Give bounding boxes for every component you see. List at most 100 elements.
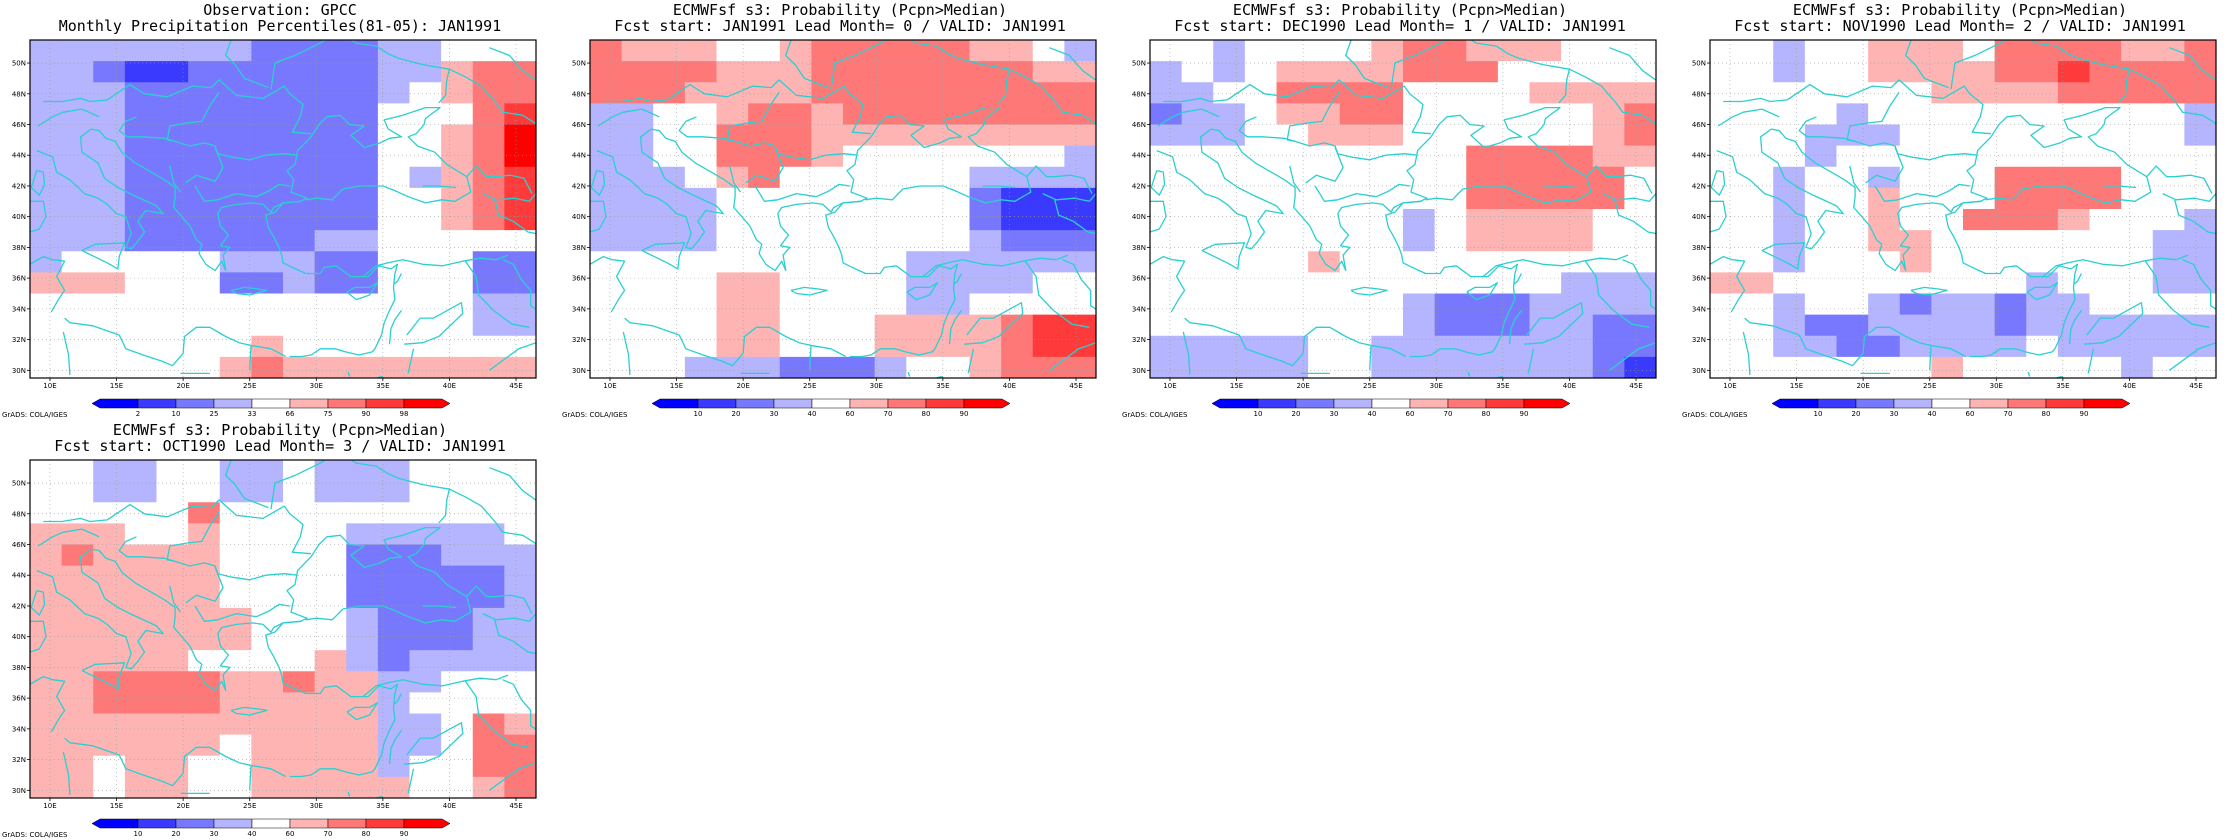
coastline [2162, 192, 2216, 202]
grid-cell [251, 671, 284, 693]
grid-cell [1064, 61, 1096, 83]
grid-cell [1032, 356, 1065, 378]
grid-cell [219, 586, 252, 609]
grid-cell [314, 40, 347, 62]
legend-swatch [1485, 398, 1525, 409]
coastline [1157, 108, 1220, 127]
grid-cell [188, 502, 221, 524]
grid-cell [441, 230, 474, 252]
grid-cell [156, 502, 189, 524]
grid-cell [1836, 293, 1869, 316]
grid-cell [2121, 103, 2154, 125]
grid-cell [2089, 40, 2122, 62]
grid-cell [1868, 61, 1901, 83]
grid-cell [2152, 230, 2185, 252]
grid-cell [188, 82, 221, 104]
grid-cell [1624, 40, 1656, 62]
coastline [249, 765, 252, 791]
legend-swatch [1931, 398, 1971, 409]
grid-cell [1741, 103, 1774, 125]
coastline [1163, 83, 1332, 103]
coastline [393, 273, 403, 285]
grid-cell [93, 629, 126, 651]
grid-cell [1276, 187, 1309, 210]
grid-cell [251, 335, 284, 358]
grid-cell [1741, 145, 1774, 168]
grid-cell [684, 124, 717, 147]
grid-cell [1804, 166, 1837, 189]
grid-cell [1308, 40, 1341, 62]
coastline [1609, 47, 1656, 81]
y-tick-label: 34N [1132, 305, 1146, 313]
grid-cell [504, 629, 536, 651]
grid-cell [1994, 166, 2027, 189]
grid-cell [1150, 209, 1183, 231]
grid-cell [1001, 209, 1034, 231]
grid-cell [504, 692, 536, 714]
legend-swatch [1333, 398, 1373, 409]
grid-cell [30, 314, 63, 337]
grid-cell [1339, 145, 1372, 168]
grid-cell [1466, 40, 1499, 62]
grid-cell [283, 629, 316, 651]
grid-cell [156, 82, 189, 104]
grid-cell [251, 460, 284, 482]
coastline [1710, 200, 1727, 233]
grid-cell [346, 586, 379, 609]
grid-cell [1931, 145, 1964, 168]
grid-cell [219, 314, 252, 337]
grid-cell [251, 166, 284, 189]
coastline [449, 488, 536, 545]
coastline [388, 730, 403, 765]
x-tick-label: 20E [736, 382, 749, 390]
grid-cell [2152, 293, 2185, 316]
grid-cell [251, 713, 284, 736]
grid-cell [1868, 209, 1901, 231]
coastline [1910, 286, 1948, 296]
grid-cell [1213, 230, 1246, 252]
grid-cell [1931, 230, 1964, 252]
grid-cell [124, 166, 157, 189]
grid-cell [2057, 145, 2090, 168]
grid-cell [1497, 124, 1530, 147]
coastline [210, 79, 312, 135]
grid-cell [906, 40, 939, 62]
grid-cell [748, 145, 781, 168]
grid-cell [1836, 335, 1869, 358]
grid-cell [1276, 61, 1309, 83]
grid-cell [346, 356, 379, 378]
grid-cell [1592, 187, 1625, 210]
grid-cell [716, 40, 749, 62]
grid-cell [441, 502, 474, 524]
x-tick-label: 10E [603, 382, 616, 390]
grid-cell [1963, 145, 1996, 168]
grid-cell [1994, 293, 2027, 316]
grid-cell [1001, 103, 1034, 125]
grid-cell [1434, 293, 1467, 316]
legend-swatch [175, 398, 215, 409]
grid-cell [1561, 272, 1594, 294]
coastline [2169, 47, 2216, 81]
coastline [37, 108, 100, 127]
grid-cell [2026, 61, 2059, 83]
grid-cell [30, 251, 63, 273]
grid-cell [188, 145, 221, 168]
grid-cell [472, 61, 505, 83]
y-tick-label: 44N [12, 152, 26, 160]
grid-cell [716, 187, 749, 210]
grid-cell [2184, 293, 2216, 316]
grid-cell [1064, 145, 1096, 168]
map-area [1710, 40, 2216, 378]
coastline [482, 192, 536, 202]
grid-cell [1804, 209, 1837, 231]
grid-cell [621, 251, 654, 273]
grid-cell [441, 776, 474, 798]
grid-cell [124, 124, 157, 147]
grid-cell [1497, 40, 1530, 62]
grid-cell [1213, 335, 1246, 358]
grid-cell [811, 40, 844, 62]
y-tick-label: 50N [572, 60, 586, 68]
x-tick-label: 10E [1723, 382, 1736, 390]
plot-frame [1709, 39, 2217, 379]
grid-cell [621, 356, 654, 378]
